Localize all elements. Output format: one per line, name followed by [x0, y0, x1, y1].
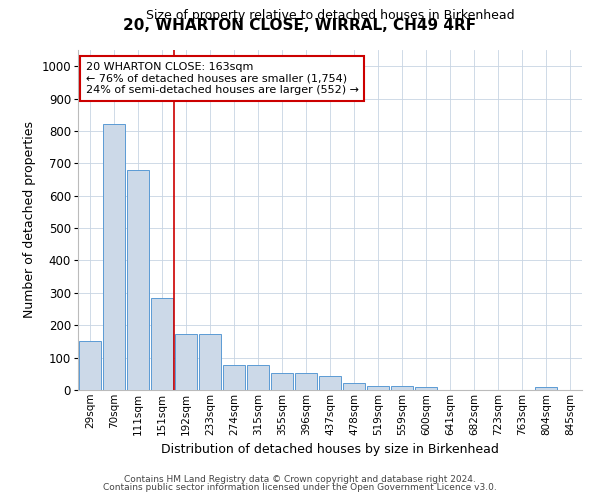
Bar [127, 170, 149, 390]
Bar [535, 387, 557, 390]
Bar [415, 387, 437, 390]
Bar [151, 298, 173, 390]
Bar [223, 364, 245, 390]
Bar [391, 386, 413, 390]
Bar [319, 376, 341, 390]
Bar [343, 383, 365, 390]
Bar [199, 334, 221, 390]
X-axis label: Distribution of detached houses by size in Birkenhead: Distribution of detached houses by size … [161, 443, 499, 456]
Y-axis label: Number of detached properties: Number of detached properties [23, 122, 36, 318]
Bar [271, 373, 293, 390]
Text: Contains public sector information licensed under the Open Government Licence v3: Contains public sector information licen… [103, 483, 497, 492]
Bar [103, 124, 125, 390]
Bar [175, 334, 197, 390]
Text: Contains HM Land Registry data © Crown copyright and database right 2024.: Contains HM Land Registry data © Crown c… [124, 475, 476, 484]
Bar [295, 373, 317, 390]
Text: 20 WHARTON CLOSE: 163sqm
← 76% of detached houses are smaller (1,754)
24% of sem: 20 WHARTON CLOSE: 163sqm ← 76% of detach… [86, 62, 359, 95]
Bar [247, 364, 269, 390]
Text: 20, WHARTON CLOSE, WIRRAL, CH49 4RF: 20, WHARTON CLOSE, WIRRAL, CH49 4RF [124, 18, 476, 32]
Bar [79, 342, 101, 390]
Title: Size of property relative to detached houses in Birkenhead: Size of property relative to detached ho… [146, 10, 514, 22]
Bar [367, 386, 389, 390]
